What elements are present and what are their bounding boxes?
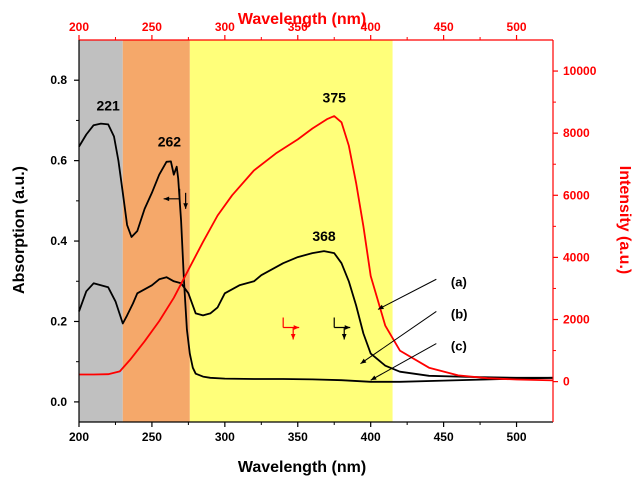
curve-pointer-line bbox=[360, 311, 437, 365]
x-tick-label-top: 350 bbox=[288, 20, 308, 34]
curve-pointer-line bbox=[377, 278, 437, 310]
region-0 bbox=[79, 40, 123, 422]
peak-label: 262 bbox=[158, 134, 182, 150]
x-tick-label-top: 450 bbox=[434, 20, 454, 34]
y-left-tick-label: 0.6 bbox=[50, 154, 67, 168]
shaded-regions bbox=[79, 40, 393, 422]
y-right-tick-label: 6000 bbox=[563, 188, 590, 202]
x-tick-label-bottom: 450 bbox=[434, 430, 454, 444]
peak-label: 375 bbox=[323, 89, 347, 105]
annotations: 221 262 368 375 (a) (b) (c) bbox=[96, 89, 468, 381]
x-tick-label-bottom: 200 bbox=[69, 430, 89, 444]
plot-frame bbox=[78, 39, 554, 423]
x-axis-title-top: Wavelength (nm) bbox=[238, 11, 366, 28]
x-tick-label-top: 200 bbox=[69, 20, 89, 34]
y-axis-title-right: Intensity (a.u.) bbox=[616, 166, 633, 274]
chart-labels: 200 200 250 250 300 300 350 350 400 400 450 450 500 5… bbox=[50, 20, 596, 444]
axis-pointer-head bbox=[344, 325, 351, 330]
y-left-tick-label: 0.8 bbox=[50, 73, 67, 87]
x-tick-label-bottom: 250 bbox=[142, 430, 162, 444]
y-left-tick-label: 0.0 bbox=[50, 395, 67, 409]
y-right-tick-label: 0 bbox=[563, 375, 570, 389]
curve-label: (b) bbox=[451, 306, 468, 321]
peak-label: 368 bbox=[312, 228, 336, 244]
series-line-0 bbox=[78, 122, 554, 383]
curves bbox=[78, 115, 554, 383]
region-1 bbox=[122, 40, 190, 422]
x-axis-title-bottom: Wavelength (nm) bbox=[238, 459, 366, 476]
axis-pointer-drop-head bbox=[341, 333, 347, 340]
x-tick-label-bottom: 350 bbox=[288, 430, 308, 444]
curve-pointer-arrowhead bbox=[370, 375, 377, 381]
curve-label: (a) bbox=[451, 274, 467, 289]
series-line-2 bbox=[79, 115, 554, 382]
y-left-tick-label: 0.2 bbox=[50, 314, 67, 328]
y-left-tick-label: 0.4 bbox=[50, 234, 67, 248]
curve-pointer-arrowhead bbox=[360, 358, 367, 364]
x-tick-label-bottom: 500 bbox=[507, 430, 527, 444]
curve-pointer-arrowhead bbox=[377, 304, 384, 310]
y-right-tick-label: 4000 bbox=[563, 250, 590, 264]
x-tick-label-bottom: 300 bbox=[215, 430, 235, 444]
y-right-tick-label: 2000 bbox=[563, 313, 590, 327]
y-right-tick-label: 10000 bbox=[563, 64, 597, 78]
axis-pointer-head bbox=[163, 196, 170, 202]
x-tick-label-top: 300 bbox=[215, 20, 235, 34]
peak-label: 221 bbox=[96, 97, 120, 113]
x-tick-label-top: 400 bbox=[361, 20, 381, 34]
series-line-1 bbox=[78, 250, 553, 379]
y-right-tick-label: 8000 bbox=[563, 126, 590, 140]
axis-pointer-drop-head bbox=[183, 203, 188, 209]
axis-pointer-drop-head bbox=[290, 333, 296, 340]
x-tick-label-top: 500 bbox=[507, 20, 527, 34]
curve-pointer-line bbox=[370, 343, 437, 381]
region-2 bbox=[189, 40, 393, 422]
curve-label: (c) bbox=[451, 339, 467, 354]
y-axis-title-left: Absorption (a.u.) bbox=[11, 166, 28, 294]
x-tick-label-top: 250 bbox=[142, 20, 162, 34]
axis-pointer-head bbox=[293, 325, 300, 330]
x-tick-label-bottom: 400 bbox=[361, 430, 381, 444]
tick-marks bbox=[74, 35, 558, 427]
